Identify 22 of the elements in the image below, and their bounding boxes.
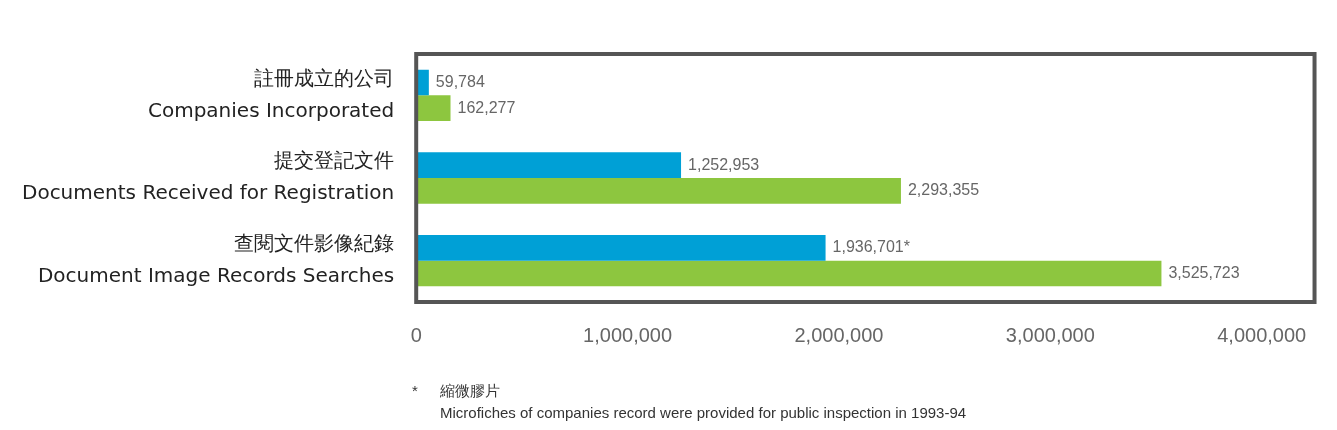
bar [416, 235, 826, 261]
data-label: 59,784 [435, 72, 485, 90]
text: Microfiches of companies record were provided for public inspection in 1993-94 [440, 403, 967, 423]
data-label: 1,936,701* [832, 238, 910, 256]
data-label: 3,525,723 [1168, 263, 1240, 281]
data-label: 162,277 [457, 98, 516, 116]
bar [416, 152, 682, 178]
x-tick-label: 0 [410, 323, 422, 346]
bar [416, 260, 1162, 287]
x-tick-label: 4,000,000 [1217, 323, 1307, 346]
bar [416, 95, 451, 121]
text: * [412, 381, 419, 401]
data-label: 1,252,953 [688, 155, 760, 173]
y-tick-label: 提交登記文件 Documents Received for Registration [21, 148, 395, 205]
y-tick-label: 查閱文件影像紀錄 Document Image Records Searches [37, 230, 395, 287]
data-label: 2,293,355 [907, 181, 980, 199]
x-tick-label: 3,000,000 [1005, 323, 1095, 346]
x-tick-label: 2,000,000 [794, 323, 884, 346]
text: 縮微膠片 [440, 381, 501, 401]
bar [416, 178, 901, 204]
y-tick-label: 註冊成立的公司 Companies Incorporated [147, 65, 395, 122]
x-tick-label: 1,000,000 [583, 323, 673, 346]
